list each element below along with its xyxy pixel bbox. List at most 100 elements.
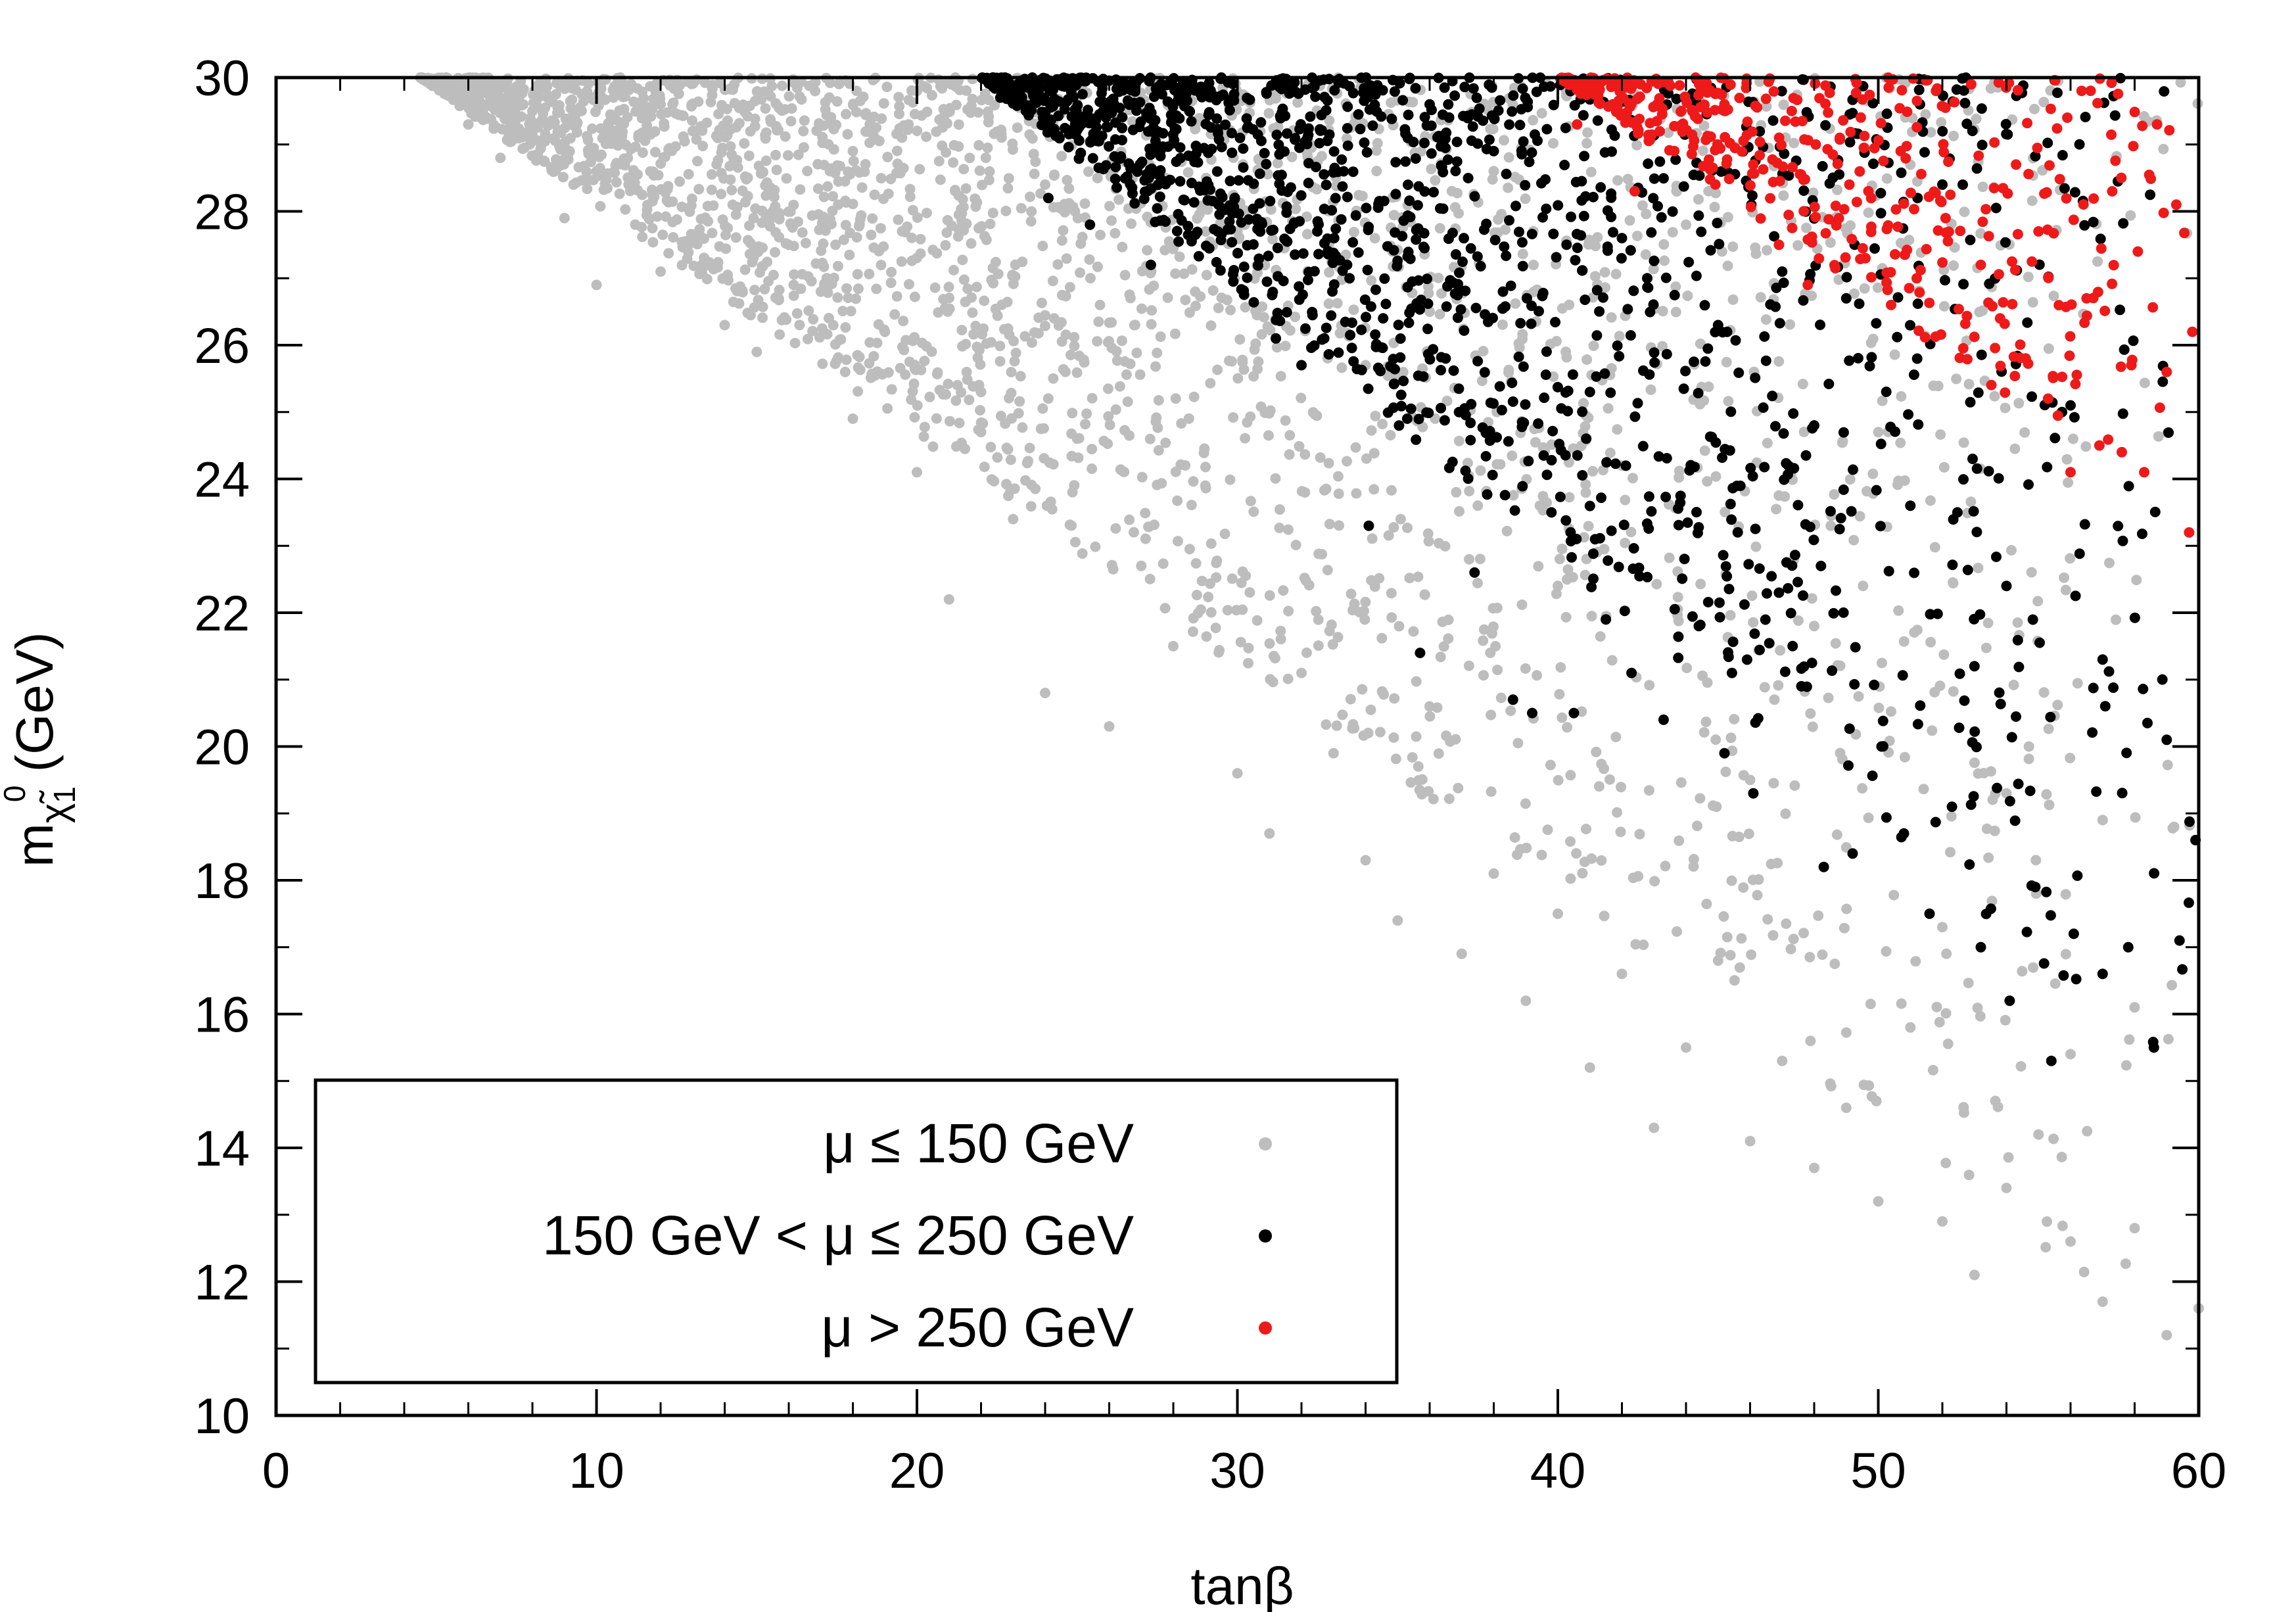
scatter-point [962, 283, 973, 295]
scatter-point [1624, 215, 1635, 226]
scatter-point [1673, 519, 1684, 531]
scatter-point [2108, 682, 2119, 693]
scatter-point [1215, 265, 1226, 276]
scatter-point [711, 130, 722, 141]
scatter-point [1064, 519, 1075, 531]
scatter-point [979, 462, 990, 473]
scatter-point [1509, 832, 1520, 843]
scatter-point [688, 260, 699, 272]
scatter-point [757, 217, 768, 228]
scatter-point [1722, 571, 1733, 582]
scatter-point [2109, 110, 2120, 121]
scatter-point [1094, 96, 1106, 107]
scatter-point [1631, 230, 1643, 241]
scatter-point [894, 101, 905, 112]
scatter-point [1503, 182, 1514, 193]
scatter-point [1654, 156, 1666, 167]
scatter-point [1980, 204, 1992, 215]
scatter-point [800, 237, 811, 249]
scatter-point [1057, 81, 1068, 91]
scatter-point [551, 78, 562, 89]
scatter-point [1244, 587, 1255, 598]
scatter-point [2106, 78, 2117, 88]
scatter-point [1149, 519, 1160, 531]
scatter-point [1407, 97, 1418, 108]
scatter-point [1592, 232, 1603, 243]
scatter-point [1948, 130, 1959, 141]
scatter-point [1480, 427, 1491, 439]
scatter-point [1066, 86, 1077, 97]
scatter-point [614, 105, 625, 116]
scatter-point [2161, 366, 2172, 377]
scatter-point [1673, 615, 1684, 627]
scatter-point [1699, 99, 1710, 110]
scatter-point [1152, 347, 1163, 358]
scatter-point [595, 201, 606, 212]
scatter-point [1492, 665, 1503, 675]
scatter-point [1745, 201, 1756, 212]
scatter-point [1088, 128, 1099, 139]
scatter-point [1638, 939, 1649, 951]
scatter-point [1195, 82, 1206, 92]
scatter-point [1369, 233, 1380, 244]
scatter-point [600, 183, 611, 194]
scatter-point [781, 173, 792, 184]
scatter-point [1951, 84, 1962, 95]
scatter-point [2041, 886, 2052, 897]
scatter-point [497, 124, 507, 135]
scatter-point [1062, 175, 1073, 185]
scatter-point [1202, 195, 1213, 206]
scatter-point [1827, 149, 1839, 160]
scatter-point [1063, 141, 1074, 153]
scatter-point [1155, 331, 1166, 343]
scatter-point [818, 159, 830, 170]
scatter-point [1530, 437, 1541, 448]
scatter-point [1850, 87, 1862, 99]
scatter-point [1049, 169, 1060, 180]
scatter-point [1097, 107, 1108, 118]
scatter-point [1977, 139, 1988, 151]
scatter-point [1186, 500, 1197, 511]
scatter-point [1486, 786, 1497, 797]
scatter-point [1810, 212, 1821, 223]
scatter-point [1175, 176, 1186, 187]
scatter-point [1778, 277, 1789, 289]
scatter-point [1243, 657, 1253, 669]
scatter-point [1857, 243, 1868, 254]
scatter-point [1386, 485, 1397, 496]
scatter-point [907, 335, 918, 346]
scatter-point [1595, 77, 1606, 88]
scatter-point [973, 107, 984, 118]
scatter-point [1413, 761, 1424, 772]
scatter-point [1699, 727, 1710, 738]
scatter-point [2079, 318, 2090, 328]
scatter-point [813, 118, 824, 129]
scatter-point [1599, 544, 1610, 555]
scatter-point [691, 239, 703, 250]
scatter-point [1721, 158, 1732, 169]
scatter-point [1541, 124, 1553, 135]
scatter-point [1990, 1095, 2001, 1106]
scatter-point [1895, 145, 1906, 156]
scatter-point [832, 260, 843, 272]
scatter-point [1324, 267, 1335, 278]
scatter-point [1026, 206, 1037, 217]
scatter-point [1626, 117, 1637, 128]
scatter-point [1153, 445, 1164, 456]
scatter-point [989, 100, 1000, 110]
scatter-point [1284, 224, 1296, 235]
scatter-point [1290, 134, 1300, 145]
scatter-point [1660, 491, 1672, 502]
scatter-point [934, 385, 945, 396]
scatter-point [964, 394, 975, 406]
scatter-point [1156, 89, 1167, 100]
scatter-point [889, 309, 901, 320]
scatter-point [1578, 398, 1589, 409]
scatter-point [1307, 306, 1318, 318]
scatter-point [931, 413, 942, 424]
scatter-point [929, 282, 941, 293]
scatter-point [1077, 231, 1088, 243]
scatter-point [1551, 252, 1562, 263]
scatter-point [1971, 742, 1982, 753]
scatter-point [1883, 565, 1894, 577]
